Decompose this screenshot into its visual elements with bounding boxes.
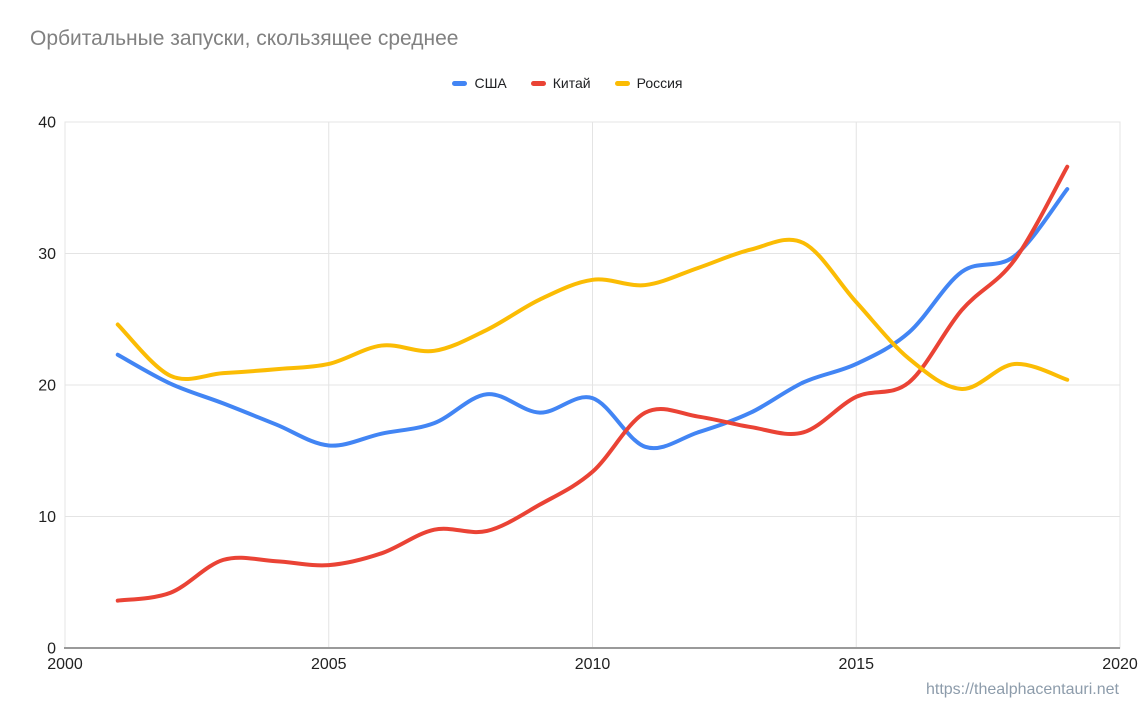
chart-legend: США Китай Россия [40,74,1095,92]
legend-label-usa: США [474,75,507,91]
series-line-china [115,164,1070,603]
x-tick-label-2020: 2020 [1102,656,1138,673]
legend-swatch-china [530,80,546,86]
legend-label-china: Китай [552,75,591,91]
legend-item-russia: Россия [614,75,683,91]
legend-swatch-usa [452,80,468,86]
x-tick-label-2010: 2010 [575,656,611,673]
x-tick-label-2005: 2005 [311,656,347,673]
legend-item-usa: США [452,75,507,91]
watermark-url: https://thealphacentauri.net [925,681,1119,698]
legend-item-china: Китай [530,75,591,91]
x-tick-label-2015: 2015 [838,656,874,673]
y-tick-label-10: 10 [38,509,56,526]
chart-title: Орбитальные запуски, скользящее среднее [30,27,459,50]
series-line-usa [115,187,1070,451]
legend-label-russia: Россия [636,75,683,91]
legend-swatch-russia [614,80,630,86]
y-tick-label-20: 20 [38,378,56,395]
x-tick-label-2000: 2000 [47,656,83,673]
y-tick-label-40: 40 [38,115,56,132]
y-tick-label-0: 0 [47,641,56,658]
series-line-russia [115,237,1070,391]
y-tick-label-30: 30 [38,246,56,263]
